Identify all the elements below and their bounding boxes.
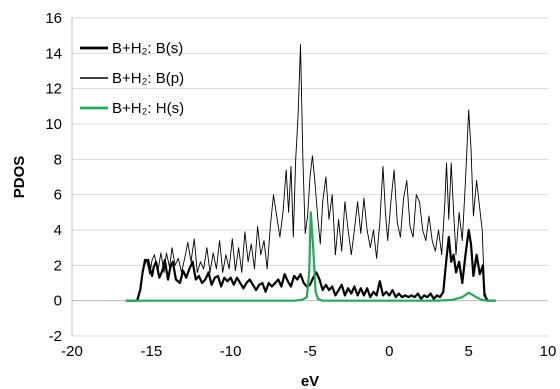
y-tick-label: 8	[54, 151, 62, 168]
legend-label-bs: B+H₂: B(s)	[112, 40, 183, 57]
x-tick-label: -5	[303, 343, 316, 360]
y-axis-title: PDOS	[11, 156, 28, 199]
y-tick-label: 12	[45, 81, 62, 98]
legend-label-hs: B+H₂: H(s)	[112, 100, 184, 117]
legend-item-bp: B+H₂: B(p)	[80, 70, 184, 87]
y-tick-label: 14	[45, 45, 62, 62]
y-tick-label: 16	[45, 10, 62, 27]
x-tick-label: -15	[140, 343, 162, 360]
x-tick-label: -20	[61, 343, 83, 360]
y-tick-label: 4	[54, 222, 62, 239]
legend-item-bs: B+H₂: B(s)	[80, 40, 183, 57]
x-tick-label: 0	[385, 343, 393, 360]
series-line-1	[125, 44, 496, 302]
x-axis-title: eV	[301, 373, 319, 389]
y-tick-label: 10	[45, 116, 62, 133]
series	[125, 44, 496, 302]
series-line-2	[125, 211, 496, 302]
legend: B+H₂: B(s) B+H₂: B(p) B+H₂: H(s)	[80, 40, 184, 117]
y-tick-label: 6	[54, 187, 62, 204]
y-tick-label: 2	[54, 257, 62, 274]
legend-item-hs: B+H₂: H(s)	[80, 100, 184, 117]
x-tick-label: 10	[540, 343, 557, 360]
x-tick-label: 5	[464, 343, 472, 360]
y-tick-label: 0	[54, 293, 62, 310]
series-line-0	[125, 228, 496, 302]
x-tick-label: -10	[220, 343, 242, 360]
y-tick-label: -2	[49, 328, 62, 345]
legend-label-bp: B+H₂: B(p)	[112, 70, 184, 87]
